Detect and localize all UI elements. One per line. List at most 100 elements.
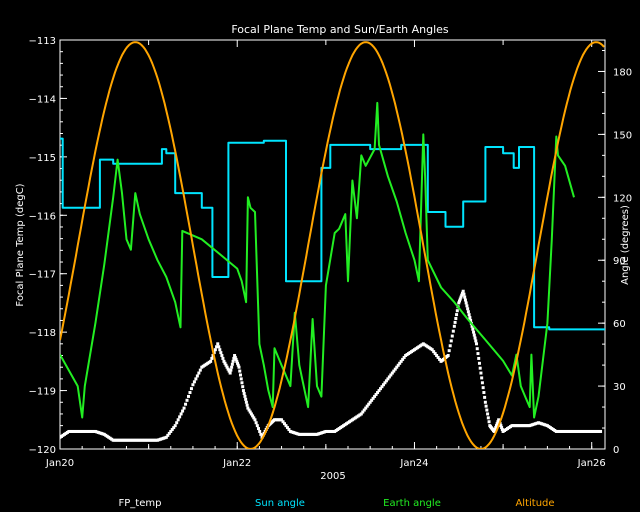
fp-point bbox=[255, 424, 259, 428]
fp-point bbox=[481, 386, 485, 390]
fp-point bbox=[280, 418, 284, 422]
fp-point bbox=[198, 368, 202, 372]
fp-point bbox=[164, 435, 168, 439]
left-tick-label-3: −116 bbox=[29, 211, 56, 222]
fp-point bbox=[470, 324, 474, 328]
fp-point bbox=[166, 433, 170, 437]
fp-point bbox=[500, 428, 504, 432]
fp-point bbox=[176, 418, 180, 422]
fp-point bbox=[230, 362, 234, 366]
fp-point bbox=[249, 412, 253, 416]
fp-point bbox=[458, 297, 462, 301]
fp-point bbox=[479, 371, 483, 375]
fp-point bbox=[390, 371, 394, 375]
fp-point bbox=[169, 429, 173, 433]
fp-point bbox=[210, 356, 214, 360]
fp-point bbox=[484, 404, 488, 408]
fp-point bbox=[487, 420, 491, 424]
fp-point bbox=[471, 327, 475, 331]
x-tick-label-2: Jan24 bbox=[399, 458, 428, 469]
fp-point bbox=[253, 418, 257, 422]
fp-point bbox=[233, 354, 237, 358]
series-layer bbox=[60, 41, 605, 449]
fp-point bbox=[499, 424, 503, 428]
fp-point bbox=[452, 324, 456, 328]
fp-point bbox=[236, 361, 240, 365]
legend-entry-2: Earth angle bbox=[383, 498, 441, 509]
fp-point bbox=[477, 361, 481, 365]
fp-point bbox=[494, 426, 498, 430]
fp-point bbox=[361, 410, 365, 414]
fp-point bbox=[473, 336, 477, 340]
fp-point bbox=[220, 354, 224, 358]
fp-point bbox=[380, 385, 384, 389]
fp-point bbox=[252, 416, 256, 420]
fp-point bbox=[195, 374, 199, 378]
right-tick-label-1: 30 bbox=[613, 382, 626, 393]
legend: FP_temp Sun angle Earth angle Altitude bbox=[119, 498, 555, 509]
fp-point bbox=[182, 406, 186, 410]
right-tick-label-3: 90 bbox=[613, 256, 626, 267]
fp-point bbox=[493, 428, 497, 432]
fp-point bbox=[221, 356, 225, 360]
plot-frame bbox=[59, 39, 606, 450]
fp-point bbox=[234, 357, 238, 361]
fp-point bbox=[226, 367, 230, 371]
fp-point bbox=[216, 342, 220, 346]
fp-point bbox=[402, 355, 406, 359]
fp-point bbox=[217, 345, 221, 349]
fp-point bbox=[438, 357, 442, 361]
fp-point bbox=[376, 391, 380, 395]
fp-point bbox=[475, 347, 479, 351]
right-axis: 0 30 60 90 120 150 180 bbox=[598, 49, 632, 456]
fp-point bbox=[475, 342, 479, 346]
fp-point bbox=[433, 352, 437, 356]
fp-point bbox=[450, 334, 454, 338]
legend-entry-0: FP_temp bbox=[119, 498, 162, 509]
fp-point bbox=[173, 424, 177, 428]
fp-point bbox=[401, 357, 405, 361]
fp-point bbox=[229, 368, 233, 372]
chart-title: Focal Plane Temp and Sun/Earth Angles bbox=[231, 23, 449, 36]
fp-point bbox=[282, 422, 286, 426]
fp-point bbox=[453, 320, 457, 324]
fp-point bbox=[463, 295, 467, 299]
fp-point bbox=[231, 359, 235, 363]
fp-point bbox=[497, 418, 501, 422]
left-tick-label-0: −113 bbox=[29, 36, 56, 47]
right-tick-label-2: 60 bbox=[613, 319, 626, 330]
fp-point bbox=[251, 414, 255, 418]
fp-point bbox=[398, 361, 402, 365]
left-axis: −113 −114 −115 −116 −117 −118 −119 −120 bbox=[29, 36, 67, 456]
fp-point bbox=[241, 385, 245, 389]
fp-point bbox=[386, 377, 390, 381]
right-tick-label-4: 120 bbox=[613, 193, 632, 204]
fp-point bbox=[374, 392, 378, 396]
fp-point bbox=[393, 367, 397, 371]
fp-point bbox=[167, 431, 171, 435]
fp-point bbox=[478, 366, 482, 370]
fp-point bbox=[209, 359, 213, 363]
fp-point bbox=[399, 359, 403, 363]
fp-point bbox=[241, 389, 245, 393]
fp-point bbox=[387, 375, 391, 379]
fp-point bbox=[257, 427, 261, 431]
fp-point bbox=[463, 298, 467, 302]
fp-point bbox=[213, 348, 217, 352]
fp-point bbox=[486, 412, 490, 416]
fp-point bbox=[472, 333, 476, 337]
fp-point bbox=[447, 349, 451, 353]
fp-point bbox=[485, 408, 489, 412]
fp-point bbox=[377, 389, 381, 393]
fp-point bbox=[461, 289, 465, 293]
fp-point bbox=[482, 391, 486, 395]
fp-point bbox=[371, 396, 375, 400]
fp-point bbox=[430, 348, 434, 352]
series-line-sun-angle bbox=[60, 137, 605, 331]
fp-point bbox=[188, 391, 192, 395]
fp-point bbox=[476, 352, 480, 356]
fp-point bbox=[373, 394, 377, 398]
x-tick-label-0: Jan20 bbox=[45, 458, 74, 469]
fp-point bbox=[184, 402, 188, 406]
left-tick-label-1: −114 bbox=[29, 94, 56, 105]
